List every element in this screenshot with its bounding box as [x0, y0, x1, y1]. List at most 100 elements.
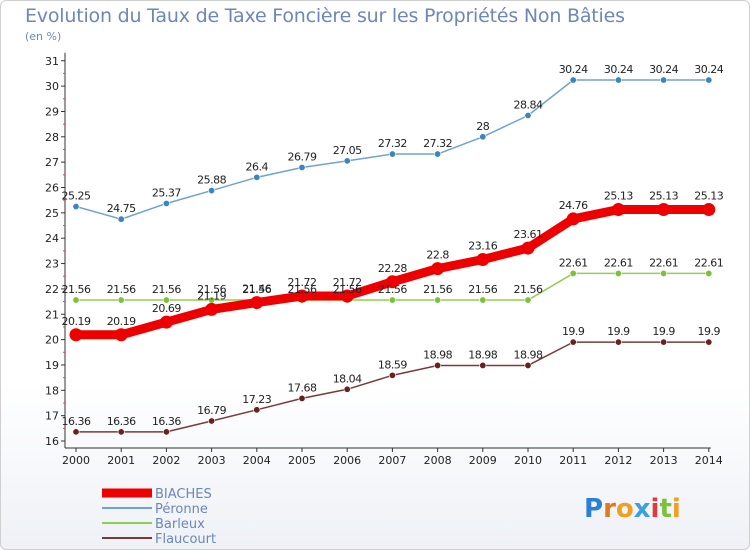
point-peronne: [208, 187, 216, 195]
point-barleux: [524, 296, 532, 304]
data-label-barleux: 22.61: [649, 256, 678, 269]
data-label-biaches: 21.46: [242, 283, 271, 296]
data-label-barleux: 21.56: [514, 283, 543, 296]
y-tick-label: 21: [45, 308, 59, 321]
y-tick-label: 27: [45, 156, 59, 169]
point-flaucourt: [524, 361, 532, 369]
point-flaucourt: [253, 406, 261, 414]
x-tick-label: 2014: [695, 454, 723, 467]
data-label-flaucourt: 17.68: [288, 381, 317, 394]
data-label-peronne: 28.84: [514, 99, 543, 112]
data-label-barleux: 21.56: [152, 283, 181, 296]
y-tick-label: 16: [45, 435, 59, 448]
point-biaches: [431, 262, 445, 276]
point-biaches: [611, 203, 625, 217]
y-ticks: 16 17 18 19 20 21 22 23 24 25 26 27 28 29 30 31: [45, 55, 65, 448]
point-barleux: [705, 269, 713, 277]
data-label-biaches: 21.19: [197, 289, 226, 302]
point-biaches: [205, 302, 219, 316]
data-label-flaucourt: 16.79: [197, 404, 226, 417]
point-peronne: [705, 76, 713, 84]
data-label-biaches: 25.13: [649, 190, 678, 203]
data-label-peronne: 30.24: [559, 63, 588, 76]
point-peronne: [162, 199, 170, 207]
y-tick-label: 23: [45, 258, 59, 271]
data-label-biaches: 23.16: [468, 239, 497, 252]
data-label-biaches: 20.19: [62, 315, 91, 328]
legend-label-flaucourt: Flaucourt: [155, 532, 216, 547]
proxiti-logo: Proxiti: [584, 494, 681, 524]
x-tick-label: 2010: [514, 454, 542, 467]
y-tick-label: 25: [45, 207, 59, 220]
point-biaches: [657, 203, 671, 217]
point-flaucourt: [569, 338, 577, 346]
data-label-flaucourt: 18.98: [423, 348, 452, 361]
point-barleux: [434, 296, 442, 304]
x-tick-label: 2004: [243, 454, 271, 467]
point-biaches: [702, 203, 716, 217]
data-label-biaches: 20.19: [107, 315, 136, 328]
point-flaucourt: [117, 428, 125, 436]
point-biaches: [521, 241, 535, 255]
axes: [64, 52, 711, 449]
point-barleux: [569, 269, 577, 277]
point-flaucourt: [434, 361, 442, 369]
data-label-flaucourt: 17.23: [242, 393, 271, 406]
data-label-peronne: 26.4: [246, 160, 269, 173]
data-label-barleux: 21.56: [288, 283, 317, 296]
x-tick-label: 2009: [469, 454, 497, 467]
point-flaucourt: [705, 338, 713, 346]
point-biaches: [340, 289, 354, 303]
y-tick-label: 18: [45, 384, 59, 397]
data-label-barleux: 21.56: [62, 283, 91, 296]
x-tick-label: 2003: [198, 454, 226, 467]
legend-label-peronne: Péronne: [155, 502, 208, 517]
y-tick-label: 26: [45, 182, 59, 195]
point-peronne: [569, 76, 577, 84]
y-tick-label: 28: [45, 131, 59, 144]
data-labels: 25.25 24.75 25.37 25.88 26.4 26.79 27.05 27.32 2…: [62, 63, 725, 428]
point-biaches: [114, 328, 128, 342]
x-tick-label: 2006: [333, 454, 361, 467]
data-label-flaucourt: 16.36: [62, 415, 91, 428]
point-flaucourt: [479, 361, 487, 369]
logo-letter: i: [672, 494, 681, 524]
y-tick-label: 24: [45, 232, 59, 245]
point-biaches: [566, 212, 580, 226]
point-barleux: [162, 296, 170, 304]
data-label-biaches: 24.76: [559, 199, 588, 212]
x-tick-label: 2011: [559, 454, 587, 467]
data-label-peronne: 30.24: [649, 63, 678, 76]
data-label-peronne: 24.75: [107, 202, 136, 215]
y-tick-label: 20: [45, 334, 59, 347]
point-peronne: [298, 163, 306, 171]
point-peronne: [660, 76, 668, 84]
point-flaucourt: [343, 385, 351, 393]
data-label-flaucourt: 19.9: [652, 325, 675, 338]
y-tick-label: 29: [45, 105, 59, 118]
point-biaches: [476, 252, 490, 266]
point-flaucourt: [162, 428, 170, 436]
data-label-flaucourt: 18.04: [333, 372, 362, 385]
data-label-biaches: 25.13: [604, 190, 633, 203]
point-peronne: [524, 112, 532, 120]
y-tick-label: 19: [45, 359, 59, 372]
data-label-biaches: 21.72: [288, 276, 317, 289]
data-label-barleux: 21.56: [468, 283, 497, 296]
logo-text: Proxiti: [584, 494, 681, 524]
data-label-flaucourt: 19.9: [607, 325, 630, 338]
data-label-biaches: 22.8: [426, 249, 449, 262]
point-peronne: [614, 76, 622, 84]
data-label-flaucourt: 18.98: [468, 348, 497, 361]
x-tick-label: 2002: [152, 454, 180, 467]
point-barleux: [388, 296, 396, 304]
data-label-biaches: 25.13: [694, 190, 723, 203]
logo-letter: x: [634, 494, 651, 524]
data-label-peronne: 30.24: [694, 63, 723, 76]
point-peronne: [343, 157, 351, 165]
point-barleux: [479, 296, 487, 304]
x-tick-label: 2013: [650, 454, 678, 467]
data-label-peronne: 27.05: [333, 144, 362, 157]
